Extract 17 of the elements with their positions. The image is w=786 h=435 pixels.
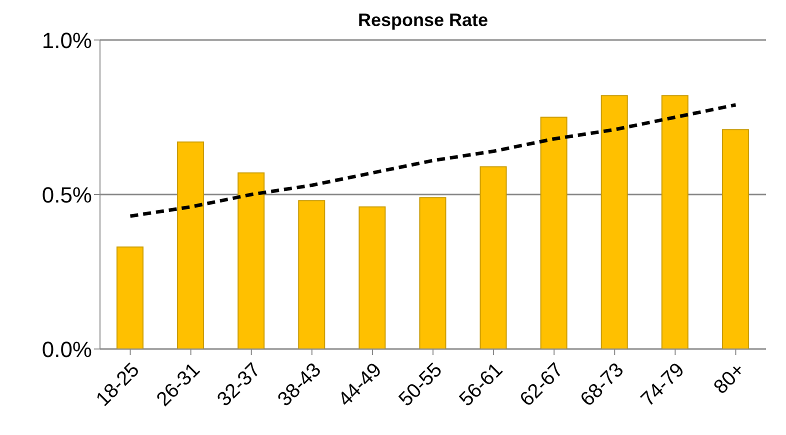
bar <box>661 95 688 349</box>
bar <box>480 166 507 349</box>
bar <box>116 246 144 349</box>
bar <box>540 116 568 349</box>
bar <box>722 129 749 349</box>
line-series <box>128 103 738 218</box>
x-tick-label: 80+ <box>710 359 750 399</box>
y-tick-label: 1.0% <box>42 28 92 53</box>
bar <box>600 95 628 349</box>
chart-title: Response Rate <box>358 10 488 30</box>
y-tick-label: 0.0% <box>42 336 92 362</box>
bar <box>358 206 386 349</box>
bar <box>238 172 265 349</box>
bar <box>419 197 446 349</box>
bar <box>177 141 204 349</box>
bar <box>298 200 326 349</box>
y-tick-label: 0.5% <box>42 182 92 208</box>
